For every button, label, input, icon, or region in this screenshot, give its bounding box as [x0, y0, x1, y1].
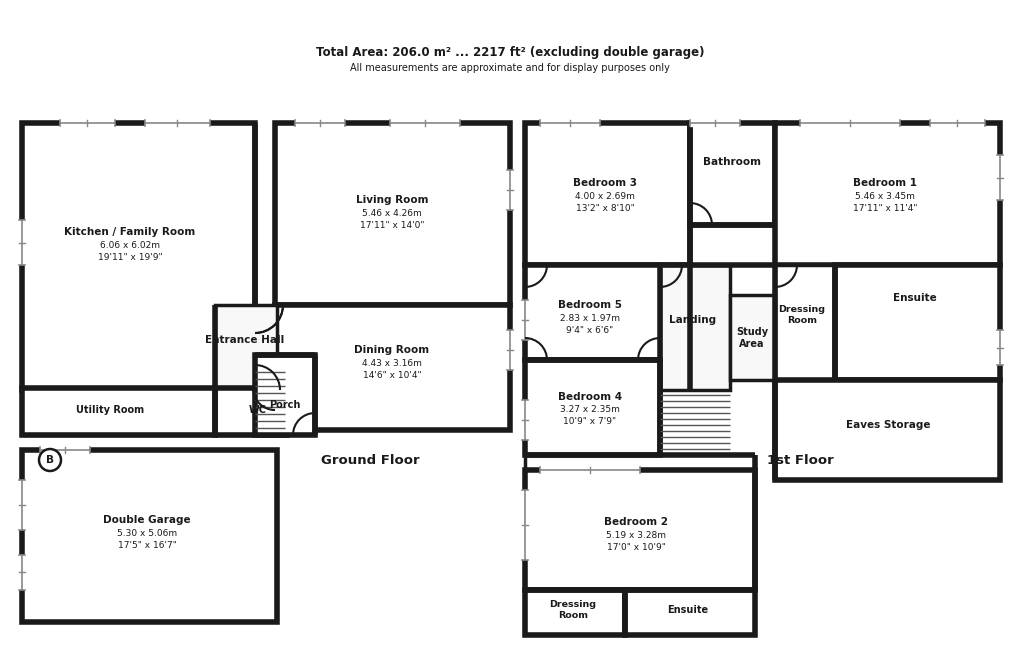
Bar	[774, 123, 999, 265]
Text: Bedroom 5: Bedroom 5	[557, 300, 622, 310]
Text: 3.27 x 2.35m: 3.27 x 2.35m	[559, 406, 620, 415]
Text: Dining Room: Dining Room	[354, 345, 429, 355]
Text: Kitchen / Family Room: Kitchen / Family Room	[64, 227, 196, 237]
Text: Total Area: 206.0 m² ... 2217 ft² (excluding double garage): Total Area: 206.0 m² ... 2217 ft² (exclu…	[316, 46, 703, 58]
Bar	[215, 388, 286, 435]
Text: Area: Area	[739, 339, 764, 349]
Bar	[525, 590, 625, 635]
Text: 6.06 x 6.02m: 6.06 x 6.02m	[100, 240, 160, 250]
Bar	[275, 123, 510, 305]
Text: Landing: Landing	[668, 315, 716, 325]
Text: Utility Room: Utility Room	[75, 405, 144, 415]
Text: Ensuite: Ensuite	[666, 605, 708, 615]
Bar	[215, 305, 277, 430]
Text: Bedroom 1: Bedroom 1	[852, 178, 916, 188]
Text: Bathroom: Bathroom	[702, 157, 760, 167]
Text: 2.83 x 1.97m: 2.83 x 1.97m	[559, 313, 620, 322]
Circle shape	[39, 449, 61, 471]
Text: 17'11" x 11'4": 17'11" x 11'4"	[852, 203, 916, 213]
Text: Entrance Hall: Entrance Hall	[205, 335, 284, 345]
Bar	[525, 123, 689, 265]
Bar	[659, 265, 730, 390]
Text: Dressing
Room: Dressing Room	[549, 601, 596, 619]
Bar	[730, 295, 774, 380]
Text: Ground Floor: Ground Floor	[320, 454, 419, 467]
Text: Bedroom 4: Bedroom 4	[557, 392, 622, 402]
Bar	[774, 265, 835, 380]
Text: All measurements are approximate and for display purposes only: All measurements are approximate and for…	[350, 63, 669, 73]
Text: Eaves Storage: Eaves Storage	[845, 420, 929, 430]
Text: 5.46 x 4.26m: 5.46 x 4.26m	[362, 209, 422, 218]
Text: 1st Floor: 1st Floor	[766, 454, 833, 467]
Text: 5.19 x 3.28m: 5.19 x 3.28m	[605, 530, 665, 540]
Bar	[835, 265, 999, 380]
Bar	[625, 590, 754, 635]
Text: 4.00 x 2.69m: 4.00 x 2.69m	[575, 192, 634, 200]
Text: B: B	[46, 455, 54, 465]
Bar	[275, 305, 510, 430]
Text: Bedroom 2: Bedroom 2	[603, 517, 667, 527]
Text: 10'9" x 7'9": 10'9" x 7'9"	[562, 417, 615, 426]
Text: 14'6" x 10'4": 14'6" x 10'4"	[363, 370, 421, 380]
Text: 9'4" x 6'6": 9'4" x 6'6"	[566, 326, 613, 335]
Text: 4.43 x 3.16m: 4.43 x 3.16m	[362, 359, 422, 367]
Text: 19'11" x 19'9": 19'11" x 19'9"	[98, 252, 162, 261]
Text: Dressing
Room: Dressing Room	[777, 306, 824, 325]
Bar	[255, 355, 315, 435]
Bar	[22, 123, 255, 390]
Text: Living Room: Living Room	[356, 195, 428, 205]
Text: Double Garage: Double Garage	[103, 515, 191, 525]
Bar	[525, 360, 659, 455]
Bar	[525, 265, 659, 360]
Text: 17'11" x 14'0": 17'11" x 14'0"	[360, 220, 424, 229]
Text: 5.30 x 5.06m: 5.30 x 5.06m	[117, 528, 177, 538]
Text: 13'2" x 8'10": 13'2" x 8'10"	[575, 203, 634, 213]
Bar	[525, 470, 754, 590]
Text: Bedroom 3: Bedroom 3	[573, 178, 637, 188]
Bar	[774, 380, 999, 480]
Text: 5.46 x 3.45m: 5.46 x 3.45m	[854, 192, 914, 200]
Bar	[689, 123, 774, 225]
Text: 17'5" x 16'7": 17'5" x 16'7"	[117, 541, 176, 549]
Text: 17'0" x 10'9": 17'0" x 10'9"	[606, 543, 664, 551]
Text: Study: Study	[736, 327, 767, 337]
Bar	[22, 450, 277, 622]
Text: Porch: Porch	[269, 400, 301, 410]
Text: Ensuite: Ensuite	[893, 293, 936, 303]
Bar	[22, 388, 215, 435]
Text: WC: WC	[249, 405, 267, 415]
